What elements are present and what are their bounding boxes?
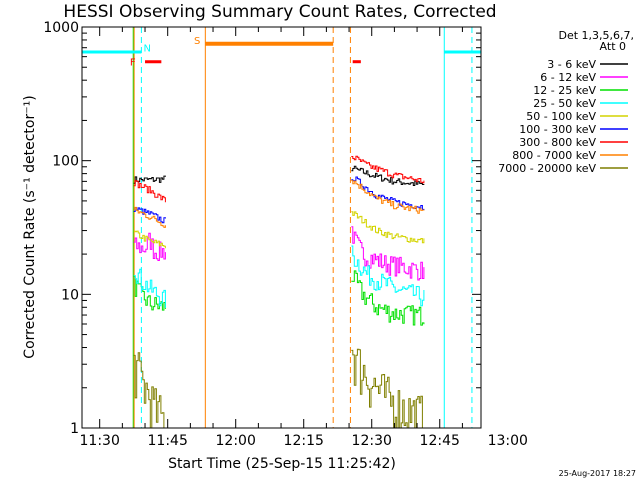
series-line-7-seg2: [351, 155, 425, 184]
x-tick-label-1145: 11:45: [148, 433, 188, 449]
legend-label-1: 3 - 6 keV: [547, 58, 596, 71]
legend-label-5: 50 - 100 keV: [526, 110, 596, 123]
legend-label-3: 12 - 25 keV: [533, 84, 596, 97]
series-line-4-seg1: [133, 268, 166, 308]
series-line-6-seg2: [351, 176, 425, 211]
series-line-5-seg2: [351, 211, 425, 244]
series-line-1-seg1: [133, 175, 166, 184]
legend-label-6: 100 - 300 keV: [519, 123, 596, 136]
y-tick-label-1000: 1000: [43, 20, 79, 36]
y-tick-label-10: 10: [61, 287, 79, 303]
legend-label-8: 800 - 7000 keV: [512, 149, 596, 162]
y-axis-label: Corrected Count Rate (s⁻¹ detector⁻¹): [22, 95, 38, 358]
x-tick-label-1215: 12:15: [284, 433, 324, 449]
series-line-4-seg2: [351, 245, 425, 307]
series-line-9-seg2: [351, 348, 424, 429]
legend-label-9: 7000 - 20000 keV: [498, 162, 596, 175]
series-line-6-seg1: [133, 207, 166, 224]
footer-date: 25-Aug-2017 18:27: [559, 469, 636, 478]
series-line-2-seg2: [351, 226, 425, 281]
legend-label-7: 300 - 800 keV: [519, 136, 596, 149]
x-tick-label-1130: 11:30: [80, 433, 120, 449]
series-line-1-seg2: [351, 165, 425, 186]
x-tick-label-1230: 12:30: [352, 433, 392, 449]
flag-label-f: F: [130, 58, 136, 69]
plot-content: FN S: [82, 27, 481, 429]
x-tick-label-1200: 12:00: [216, 433, 256, 449]
y-axis: 1 10 100 1000: [43, 20, 481, 437]
x-axis-label: Start Time (25-Sep-15 11:25:42): [168, 456, 396, 472]
series-line-2-seg1: [133, 232, 166, 261]
series-line-3-seg2: [351, 270, 425, 326]
y-tick-label-100: 100: [52, 154, 79, 170]
legend-subtitle: Att 0: [600, 40, 626, 53]
y-tick-label-1: 1: [70, 421, 79, 437]
legend-label-2: 6 - 12 keV: [540, 71, 596, 84]
series-line-9-seg1: [133, 352, 166, 429]
series-line-8-seg2: [351, 180, 425, 214]
x-tick-label-1245: 12:45: [420, 433, 460, 449]
chart-title: HESSI Observing Summary Count Rates, Cor…: [63, 2, 496, 22]
series-line-8-seg1: [133, 206, 166, 228]
legend-title: Det 1,3,5,6,7,: [558, 29, 634, 42]
flag-label-s: S: [194, 36, 200, 47]
series-line-7-seg1: [133, 180, 166, 203]
flag-label-n: N: [144, 44, 151, 55]
legend-label-4: 25 - 50 keV: [533, 97, 596, 110]
series-line-5-seg1: [133, 230, 166, 249]
x-axis: 11:30 11:45 12:00 12:15 12:30 12:45 13:00: [80, 27, 528, 449]
x-tick-label-1300: 13:00: [488, 433, 528, 449]
